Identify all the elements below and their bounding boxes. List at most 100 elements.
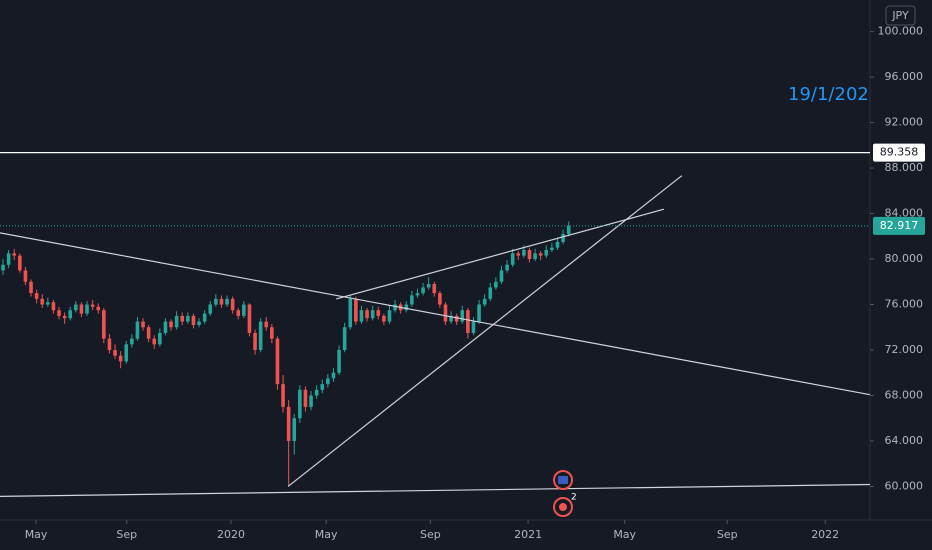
- candle-body: [242, 304, 246, 316]
- y-tick-label: 92.000: [885, 116, 924, 129]
- price-label-box: [873, 143, 925, 162]
- candle-body: [90, 304, 95, 307]
- candle-body: [130, 338, 134, 345]
- y-tick-label: 76.000: [885, 298, 924, 311]
- candle-body: [393, 304, 397, 311]
- candle-body: [348, 298, 353, 328]
- candle-body: [566, 225, 571, 235]
- candle-body: [253, 332, 257, 351]
- candle-body: [258, 321, 263, 351]
- candle-body: [96, 306, 101, 311]
- candle-body: [113, 350, 117, 356]
- currency-label[interactable]: JPY: [891, 9, 909, 22]
- annotation[interactable]: 19/1/202: [788, 84, 869, 105]
- y-tick-label: 68.000: [885, 388, 924, 401]
- candle-body: [79, 304, 84, 314]
- candle-body: [51, 302, 56, 311]
- candle-body: [158, 332, 162, 345]
- candle-body: [314, 389, 319, 396]
- candle-body: [421, 287, 425, 294]
- candle-body: [219, 298, 224, 305]
- candle-body: [404, 304, 409, 311]
- candle-body: [449, 315, 453, 322]
- trend-line: [336, 208, 665, 300]
- candle-body: [230, 298, 235, 311]
- candle-body: [466, 310, 470, 333]
- candle-body: [74, 304, 78, 311]
- candle-body: [438, 293, 442, 305]
- event-icons: 2: [553, 470, 577, 517]
- candle-body: [365, 310, 369, 319]
- x-tick-label: 2022: [811, 528, 839, 541]
- candle-body: [152, 338, 157, 345]
- candle-body: [382, 315, 386, 322]
- candle-body: [102, 310, 106, 339]
- candle-body: [146, 327, 151, 339]
- candle-body: [298, 389, 302, 419]
- candle-body: [387, 310, 392, 322]
- candle-body: [1, 264, 5, 271]
- candle-body: [186, 315, 190, 322]
- candle-body: [118, 355, 123, 362]
- candle-body: [561, 234, 565, 242]
- candle-body: [494, 281, 498, 288]
- y-tick-label: 72.000: [885, 343, 924, 356]
- x-tick-label: May: [25, 528, 48, 541]
- candle-body: [225, 298, 229, 305]
- candle-body: [270, 327, 274, 339]
- candle-body: [180, 315, 185, 322]
- y-tick-label: 80.000: [885, 252, 924, 265]
- x-tick-label: May: [613, 528, 636, 541]
- candle-body: [426, 284, 431, 288]
- candle-body: [23, 270, 28, 282]
- x-tick-label: Sep: [116, 528, 137, 541]
- x-tick-label: Sep: [717, 528, 738, 541]
- candle-body: [169, 321, 173, 328]
- candle-body: [516, 253, 521, 256]
- candle-body: [337, 350, 341, 373]
- candle-body: [499, 270, 504, 282]
- candle-body: [326, 378, 330, 385]
- candle-body: [275, 338, 280, 385]
- candle-body: [460, 310, 465, 322]
- x-tick-label: May: [315, 528, 338, 541]
- candle-body: [510, 253, 515, 265]
- x-tick-label: 2020: [217, 528, 245, 541]
- candle-body: [415, 293, 420, 296]
- candle-body: [57, 310, 61, 316]
- price-label: 82.917: [880, 219, 919, 232]
- candle-body: [376, 310, 381, 316]
- candle-body: [354, 298, 358, 322]
- candle-body: [135, 321, 140, 339]
- y-tick-label: 60.000: [885, 479, 924, 492]
- candle-body: [191, 315, 196, 325]
- candle-body: [214, 298, 218, 305]
- candle-body: [292, 418, 297, 441]
- x-tick-label: 2021: [514, 528, 542, 541]
- candle-body: [202, 313, 207, 322]
- y-tick-label: 64.000: [885, 434, 924, 447]
- candle-body: [29, 281, 33, 294]
- trend-line: [0, 483, 871, 497]
- candle-body: [544, 249, 549, 256]
- y-tick-label: 100.000: [878, 25, 924, 38]
- candle-body: [538, 253, 543, 256]
- candle-body: [124, 344, 129, 362]
- candle-body: [471, 321, 476, 333]
- candle-body: [208, 304, 213, 314]
- candle-body: [197, 321, 201, 325]
- candle-body: [505, 264, 509, 271]
- candle-body: [432, 284, 437, 294]
- candle-body: [85, 304, 89, 314]
- x-tick-label: Sep: [420, 528, 441, 541]
- candle-body: [40, 298, 45, 305]
- candle-body: [303, 389, 308, 407]
- candle-body: [174, 315, 179, 328]
- flag-icon: [558, 476, 568, 484]
- candle-body: [6, 253, 11, 265]
- candle-body: [443, 304, 448, 322]
- candle-body: [107, 338, 112, 351]
- currency-box[interactable]: [885, 5, 916, 26]
- trend-line: [287, 175, 683, 487]
